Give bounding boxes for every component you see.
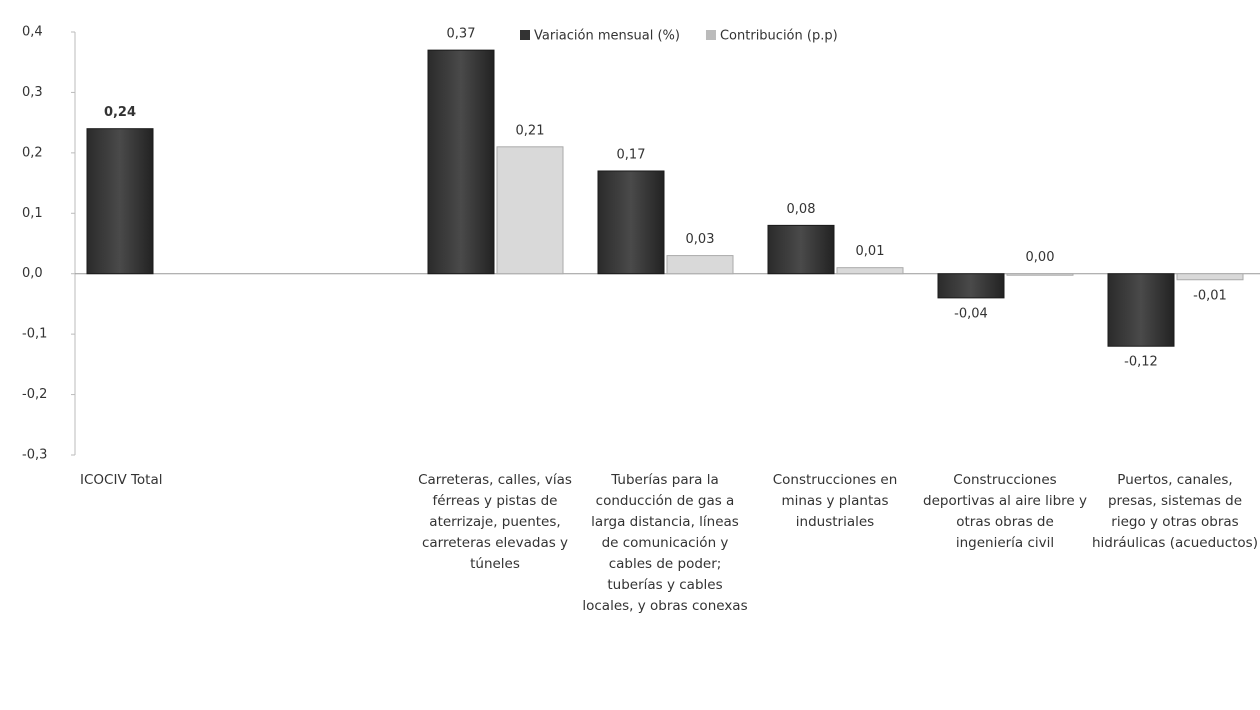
- y-tick-label: -0,3: [22, 448, 47, 463]
- data-label: 0,08: [787, 202, 816, 217]
- bar: [1006, 273, 1074, 276]
- bar: [1107, 273, 1175, 347]
- bar: [597, 170, 665, 275]
- bar: [666, 255, 734, 275]
- x-tick-label: Tuberías para la conducción de gas a lar…: [582, 472, 748, 614]
- data-label: 0,03: [686, 232, 715, 247]
- data-label: 0,00: [1026, 250, 1055, 265]
- data-label: -0,04: [954, 306, 988, 321]
- x-tick-label: Puertos, canales, presas, sistemas de ri…: [1091, 472, 1258, 551]
- bar: [496, 146, 564, 275]
- bar: [836, 267, 904, 275]
- y-tick-label: -0,2: [22, 387, 47, 402]
- legend-swatch: [705, 30, 716, 40]
- y-tick-label: 0,3: [22, 85, 43, 100]
- y-tick-label: 0,4: [22, 25, 43, 40]
- x-tick-label: ICOCIV Total: [80, 472, 163, 488]
- bar: [937, 273, 1005, 299]
- data-label: -0,12: [1124, 355, 1158, 370]
- data-label: -0,01: [1193, 288, 1227, 303]
- data-label: 0,01: [856, 244, 885, 259]
- bar: [427, 49, 495, 275]
- y-tick-label: 0,2: [22, 145, 43, 160]
- y-tick-label: 0,0: [22, 266, 43, 281]
- data-label: 0,21: [516, 123, 545, 138]
- y-tick-label: 0,1: [22, 206, 43, 221]
- y-tick-label: -0,1: [22, 327, 47, 342]
- data-label: 0,24: [104, 105, 136, 120]
- x-tick-label: Construcciones en minas y plantas indust…: [772, 472, 898, 530]
- x-tick-label: Carreteras, calles, vías férreas y pista…: [418, 472, 572, 572]
- data-label: 0,17: [617, 147, 646, 162]
- bar: [1176, 273, 1244, 281]
- legend-label: Variación mensual (%): [534, 29, 680, 44]
- bar: [86, 128, 154, 275]
- x-tick-label: Construcciones deportivas al aire libre …: [923, 472, 1087, 551]
- bar: [767, 224, 835, 275]
- data-label: 0,37: [447, 27, 476, 42]
- legend-label: Contribución (p.p): [720, 29, 838, 44]
- legend-swatch: [520, 30, 530, 40]
